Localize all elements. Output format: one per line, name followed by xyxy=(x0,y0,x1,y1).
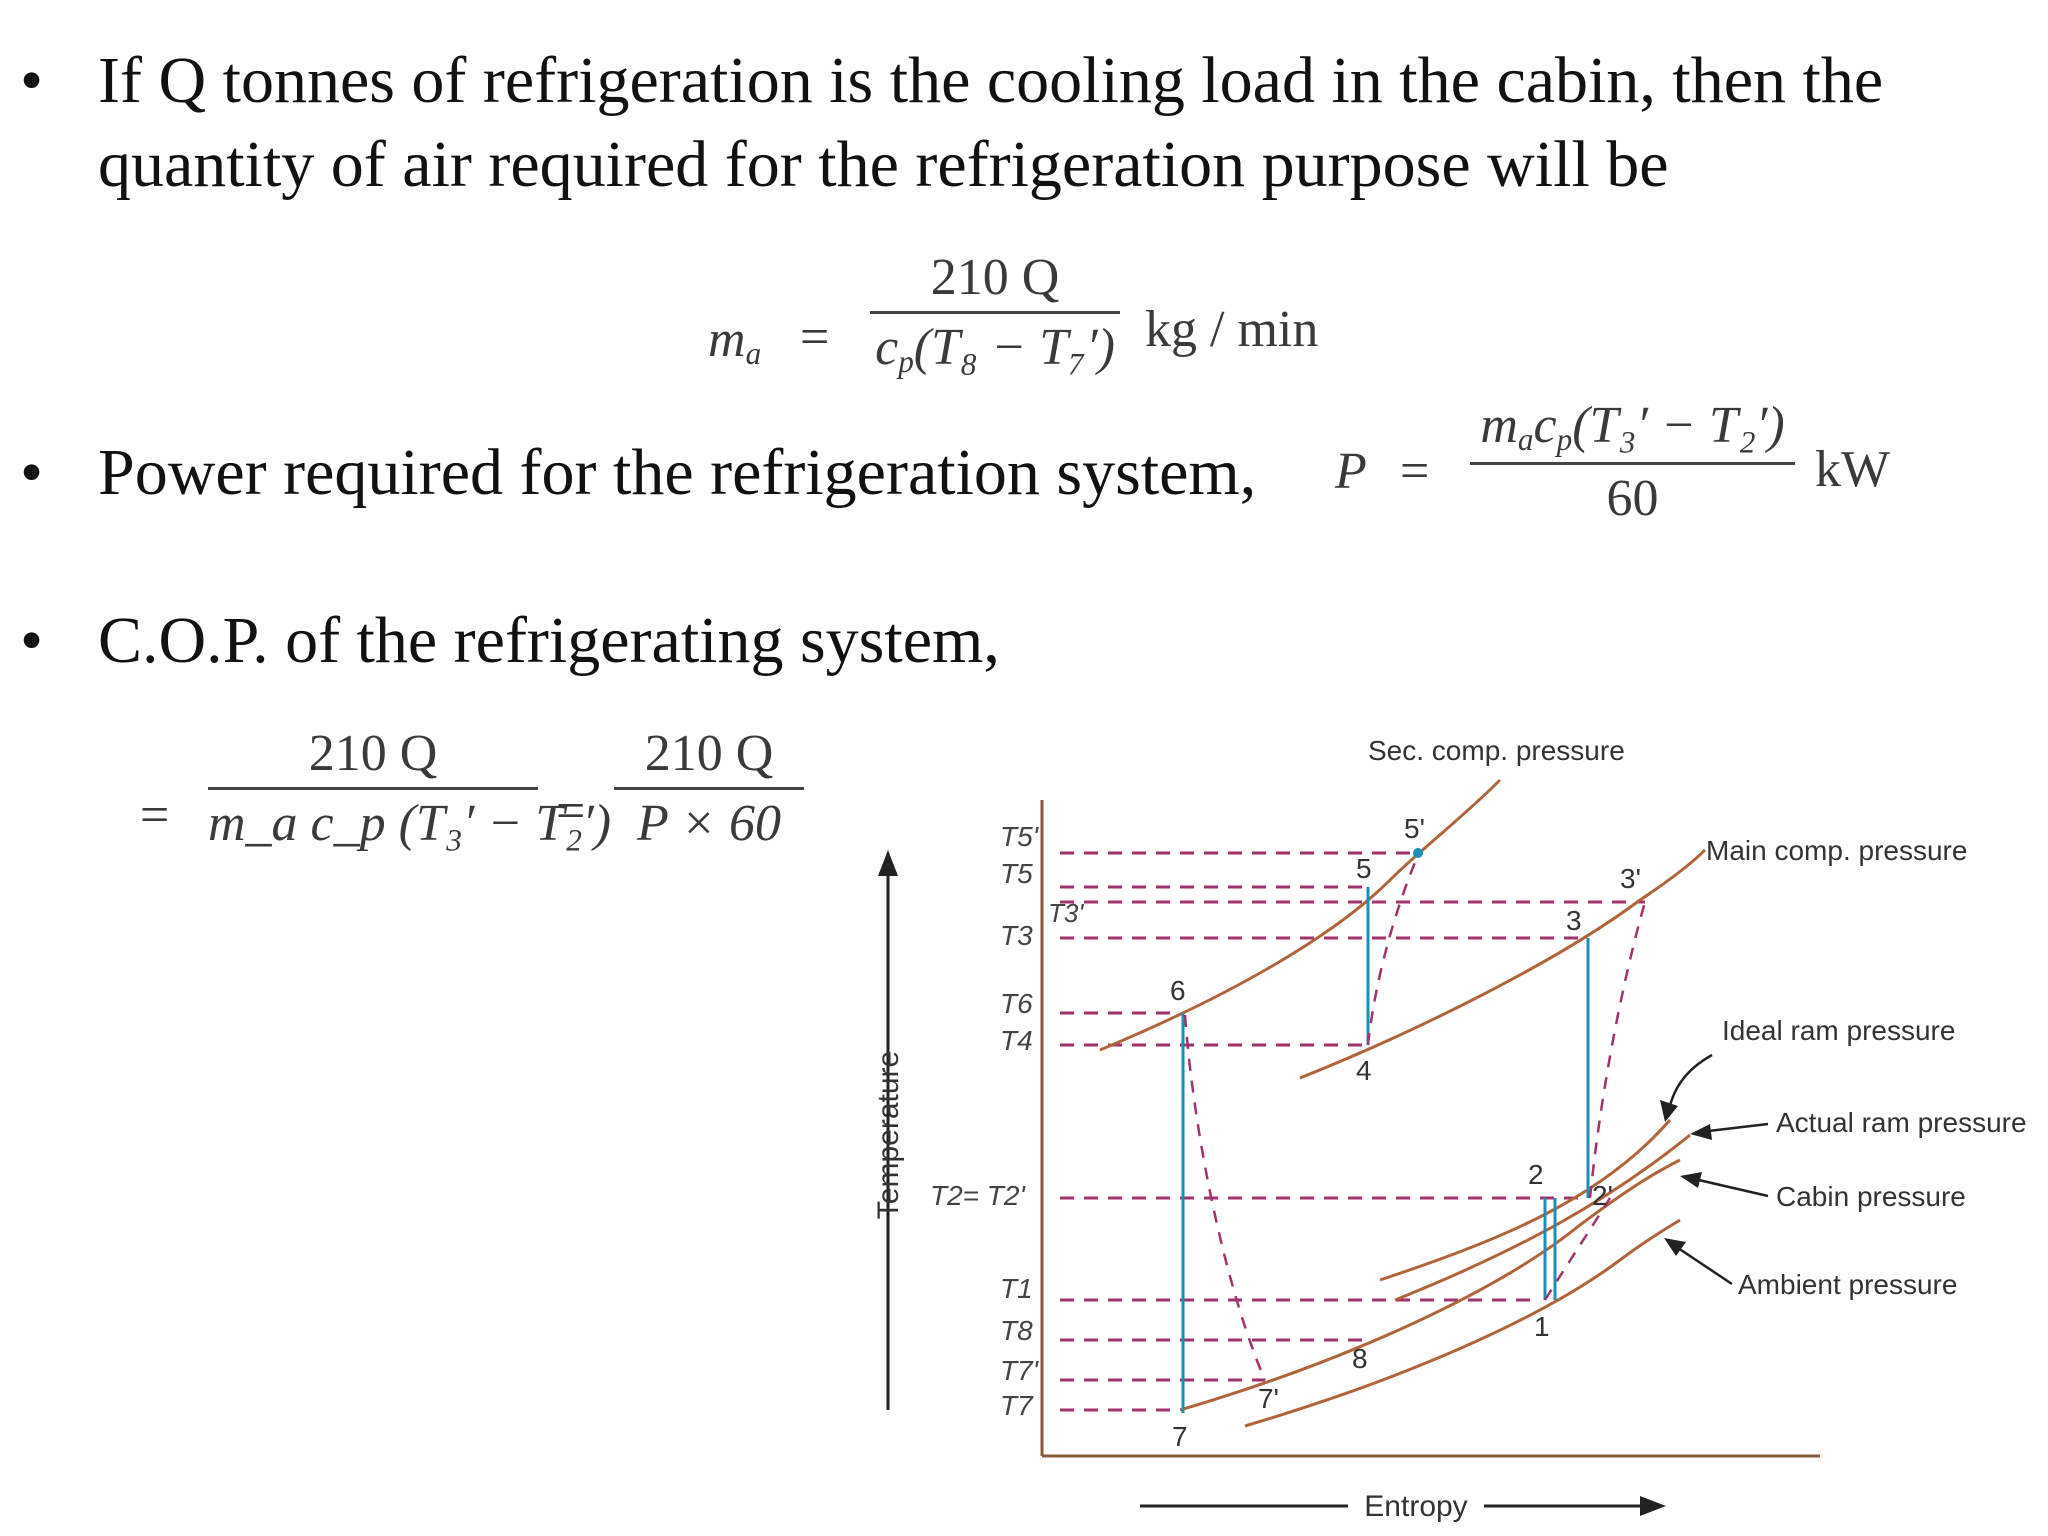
point-label-1: 1 xyxy=(1534,1311,1550,1342)
bullet-marker: • xyxy=(20,44,44,117)
label-ideal-ram-pressure: Ideal ram pressure xyxy=(1722,1015,1955,1046)
label-sec-comp-pressure: Sec. comp. pressure xyxy=(1368,735,1625,766)
arrowhead-ideal-ram xyxy=(1660,1100,1678,1122)
point-5prime-marker xyxy=(1413,848,1423,858)
point-label-6: 6 xyxy=(1170,975,1186,1006)
tick-t5prime: T5' xyxy=(1000,821,1040,852)
tick-t2: T2= T2' xyxy=(930,1180,1026,1211)
arrowhead-cabin xyxy=(1680,1172,1702,1188)
eq1-denominator: cp(T₈ − T₇′) xyxy=(875,319,1115,379)
point-label-2prime: 2' xyxy=(1592,1180,1613,1211)
point-label-2: 2 xyxy=(1528,1159,1544,1190)
eq2-unit: kW xyxy=(1815,441,1891,498)
eq3-fraction2: 210 Q P × 60 xyxy=(614,724,804,853)
actual-compression-2prime-3prime xyxy=(1588,901,1647,1199)
tick-t3: T3 xyxy=(1000,920,1033,951)
eq3-equals1: = xyxy=(140,787,170,844)
eq2-numerator: macp(T₃′ − T₂′) xyxy=(1480,397,1785,457)
eq3-denominator1: m_a c_p (T₃′ − T₂′) xyxy=(208,795,612,852)
y-tick-labels: T5' T5 T3 T6 T4 T2= T2' T1 T8 T7' T7 xyxy=(930,821,1040,1421)
tick-t7: T7 xyxy=(1000,1390,1034,1421)
leader-ambient xyxy=(1671,1242,1733,1286)
eq1-unit: kg / min xyxy=(1145,301,1319,358)
point-label-3prime: 3' xyxy=(1620,863,1641,894)
eq2-equals: = xyxy=(1400,443,1430,500)
eq2-fraction: macp(T₃′ − T₂′) 60 xyxy=(1470,396,1795,528)
eq2-fraction-bar xyxy=(1470,461,1795,465)
eq3-fraction-bar1 xyxy=(208,787,538,790)
label-leaders xyxy=(1666,1053,1769,1286)
point-label-3: 3 xyxy=(1566,905,1582,936)
eq3-denominator2: P × 60 xyxy=(637,795,781,852)
point-markers xyxy=(1413,848,1423,858)
point-label-7prime: 7' xyxy=(1258,1383,1279,1414)
arrowhead-ambient xyxy=(1664,1238,1686,1256)
label-actual-ram-pressure: Actual ram pressure xyxy=(1776,1107,2027,1138)
level-lines xyxy=(1060,851,1645,1412)
eq3-fraction-bar2 xyxy=(614,787,804,790)
point-labels: 1 2 2' 3 3' 4 5 5' 6 7 7' 8 xyxy=(1170,813,1641,1452)
bullet-text: Power required for the refrigeration sys… xyxy=(98,436,1257,509)
eq1-numerator: 210 Q xyxy=(930,249,1060,306)
leader-cabin xyxy=(1689,1176,1769,1198)
x-axis-label: Entropy xyxy=(1364,1490,1467,1523)
point-label-5: 5 xyxy=(1356,853,1372,884)
entropy-arrow-head xyxy=(1640,1496,1666,1516)
curve-labels: Sec. comp. pressure Main comp. pressure … xyxy=(1368,735,2027,1300)
eq1-fraction-bar xyxy=(870,311,1120,314)
actual-process-lines xyxy=(1183,854,1647,1381)
leader-actual-ram xyxy=(1699,1122,1769,1134)
eq1-lhs: ma xyxy=(708,311,762,371)
label-cabin-pressure: Cabin pressure xyxy=(1776,1181,1966,1212)
tick-t7prime: T7' xyxy=(1000,1355,1040,1386)
eq2-denominator: 60 xyxy=(1606,469,1659,527)
bullet-marker: • xyxy=(20,604,44,677)
point-label-8: 8 xyxy=(1352,1343,1368,1374)
pressure-curves xyxy=(1099,778,1707,1428)
tick-t8: T8 xyxy=(1000,1315,1033,1346)
inner-label-t3prime: T3' xyxy=(1048,898,1084,928)
bullet-text: C.O.P. of the refrigerating system, xyxy=(98,604,1000,677)
tick-t1: T1 xyxy=(1000,1273,1033,1304)
actual-compression-4-5prime xyxy=(1366,854,1420,1046)
sec-comp-pressure-curve xyxy=(1099,778,1502,1052)
eq3-equals2: = xyxy=(556,783,586,840)
process-lines xyxy=(1181,887,1590,1413)
eq3-numerator2: 210 Q xyxy=(644,725,774,782)
main-comp-pressure-curve xyxy=(1299,848,1707,1080)
tick-t5: T5 xyxy=(1000,858,1033,889)
temperature-arrow-head xyxy=(878,850,898,876)
label-main-comp-pressure: Main comp. pressure xyxy=(1706,835,1967,866)
eq1-equals: = xyxy=(800,309,830,366)
bullet-text-line2: quantity of air required for the refrige… xyxy=(98,128,1669,201)
tick-t6: T6 xyxy=(1000,988,1033,1019)
bullet-marker: • xyxy=(20,436,44,509)
actual-expansion-6-7prime xyxy=(1183,1014,1267,1381)
cabin-pressure-curve xyxy=(1179,1158,1681,1412)
arrowhead-actual-ram xyxy=(1690,1124,1712,1140)
y-axis-label: Temperature xyxy=(872,1051,905,1219)
bullet-text-line1: If Q tonnes of refrigeration is the cool… xyxy=(98,44,1884,117)
eq3-fraction1: 210 Q m_a c_p (T₃′ − T₂′) xyxy=(208,724,612,853)
ambient-pressure-curve xyxy=(1244,1218,1681,1428)
actual-ram-pressure-curve xyxy=(1394,1133,1691,1302)
tick-t4: T4 xyxy=(1000,1025,1033,1056)
point-label-5prime: 5' xyxy=(1404,813,1425,844)
label-ambient-pressure: Ambient pressure xyxy=(1738,1269,1957,1300)
eq2-lhs: P xyxy=(1335,443,1367,500)
eq1-fraction: 210 Q cp(T₈ − T₇′) xyxy=(870,248,1120,380)
eq3-numerator1: 210 Q xyxy=(308,725,438,782)
point-label-4: 4 xyxy=(1356,1055,1372,1086)
leader-arrowheads xyxy=(1660,1100,1712,1256)
point-label-7: 7 xyxy=(1172,1421,1188,1452)
